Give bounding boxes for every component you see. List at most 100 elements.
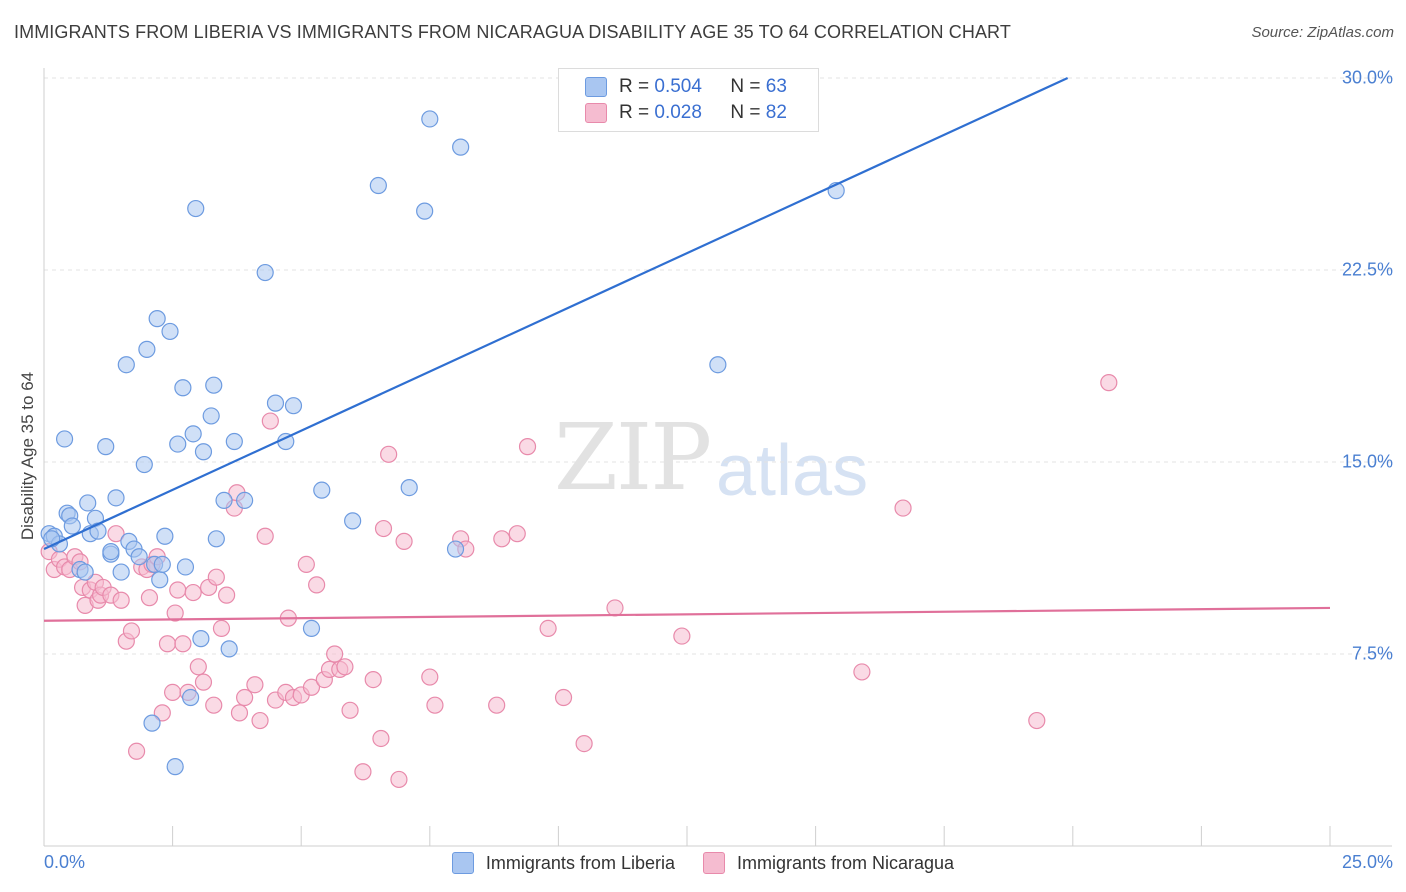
nicaragua-point-45 xyxy=(251,711,269,730)
nicaragua-point-43 xyxy=(236,688,254,707)
y-tick-label-2: 22.5% xyxy=(1341,259,1393,280)
nicaragua-point-30 xyxy=(174,635,192,653)
nicaragua-point-74 xyxy=(493,530,511,548)
y-tick-label-3: 30.0% xyxy=(1341,67,1393,88)
nicaragua-point-25 xyxy=(153,704,171,722)
r-label: R = xyxy=(619,76,650,97)
liberia-trend-line xyxy=(43,77,1069,551)
liberia-point-33 xyxy=(182,688,200,707)
liberia-point-37 xyxy=(194,443,213,461)
nicaragua-point-67 xyxy=(390,770,408,789)
nicaragua-point-79 xyxy=(575,734,593,753)
liberia-point-13 xyxy=(97,438,115,456)
liberia-point-25 xyxy=(148,310,166,328)
liberia-point-17 xyxy=(117,356,135,374)
liberia-point-6 xyxy=(63,517,81,535)
nicaragua-point-34 xyxy=(194,673,213,691)
liberia-point-41 xyxy=(215,491,233,509)
y-axis-label: Disability Age 35 to 64 xyxy=(18,371,37,541)
nicaragua-trend-line xyxy=(43,606,1331,622)
liberia-point-52 xyxy=(369,176,387,195)
liberia-point-9 xyxy=(79,494,97,512)
nicaragua-point-42 xyxy=(230,704,249,722)
liberia-point-35 xyxy=(187,199,205,218)
liberia-point-30 xyxy=(169,435,187,453)
source-credit: Source: ZipAtlas.com xyxy=(1251,24,1394,41)
nicaragua-point-78 xyxy=(554,688,573,707)
liberia-point-23 xyxy=(143,714,161,732)
liberia-point-61 xyxy=(102,542,120,561)
liberia-point-12 xyxy=(89,522,107,540)
legend-item-liberia: Immigrants from Liberia xyxy=(451,852,675,874)
liberia-point-49 xyxy=(302,619,321,638)
liberia-point-20 xyxy=(130,548,148,566)
liberia-point-31 xyxy=(174,379,192,397)
liberia-point-36 xyxy=(192,630,210,648)
nicaragua-point-84 xyxy=(1028,711,1046,730)
nicaragua-point-85 xyxy=(1100,374,1118,392)
nicaragua-point-55 xyxy=(308,576,326,594)
nicaragua-point-47 xyxy=(261,412,279,430)
nicaragua-point-19 xyxy=(127,742,146,760)
liberia-point-53 xyxy=(400,479,418,497)
nicaragua-point-37 xyxy=(207,568,225,586)
nicaragua-point-76 xyxy=(518,438,537,456)
liberia-point-15 xyxy=(107,489,125,507)
nicaragua-point-32 xyxy=(184,583,202,602)
nicaragua-point-82 xyxy=(853,663,871,681)
liberia-point-50 xyxy=(313,481,331,499)
nicaragua-point-22 xyxy=(140,589,159,607)
chart-title: IMMIGRANTS FROM LIBERIA VS IMMIGRANTS FR… xyxy=(14,22,1011,42)
nicaragua-point-39 xyxy=(218,586,236,604)
liberia-point-40 xyxy=(207,530,225,548)
watermark-zip: ZIP xyxy=(554,404,712,511)
nicaragua-point-53 xyxy=(297,555,315,574)
nicaragua-point-26 xyxy=(158,635,177,653)
liberia-point-3 xyxy=(55,430,74,448)
nicaragua-point-28 xyxy=(166,604,184,622)
liberia-point-43 xyxy=(225,432,243,451)
liberia-point-29 xyxy=(166,758,184,776)
liberia-point-54 xyxy=(416,202,434,220)
nicaragua-point-38 xyxy=(212,619,231,638)
nicaragua-point-60 xyxy=(336,658,354,676)
nicaragua-points xyxy=(40,374,1118,789)
nicaragua-point-81 xyxy=(673,627,691,645)
liberia-point-28 xyxy=(161,322,179,341)
liberia-point-27 xyxy=(156,527,174,545)
x-tick-max: 25.0% xyxy=(1341,852,1393,872)
y-tick-label-0: 7.5% xyxy=(1351,643,1393,664)
liberia-point-48 xyxy=(284,397,303,415)
liberia-point-34 xyxy=(184,425,202,443)
n-label: N = xyxy=(730,76,761,97)
nicaragua-point-29 xyxy=(169,581,187,599)
nicaragua-point-27 xyxy=(164,683,182,702)
nicaragua-point-63 xyxy=(364,670,382,689)
nicaragua-legend-swatch xyxy=(702,852,725,874)
correlation-legend: R = 0.504 N = 63 R = 0.028 N = 82 xyxy=(558,68,819,132)
legend-row-liberia: R = 0.504 N = 63 xyxy=(585,75,787,99)
liberia-legend-swatch xyxy=(451,852,474,874)
r-label: R = xyxy=(619,102,650,123)
nicaragua-point-75 xyxy=(508,525,526,543)
liberia-point-55 xyxy=(421,110,439,128)
n-label: N = xyxy=(730,102,761,123)
liberia-point-58 xyxy=(709,356,727,374)
liberia-legend-label: Immigrants from Liberia xyxy=(485,852,675,873)
liberia-point-8 xyxy=(76,563,94,581)
liberia-points xyxy=(40,110,845,776)
nicaragua-point-69 xyxy=(421,668,439,686)
liberia-point-22 xyxy=(138,340,156,358)
liberia-point-16 xyxy=(112,563,130,581)
liberia-point-57 xyxy=(452,138,470,156)
liberia-point-44 xyxy=(236,491,254,509)
liberia-point-42 xyxy=(220,640,238,658)
nicaragua-n-value: 82 xyxy=(765,102,787,123)
nicaragua-point-18 xyxy=(122,622,141,640)
nicaragua-point-61 xyxy=(341,701,359,719)
nicaragua-point-64 xyxy=(372,729,390,748)
liberia-n-value: 63 xyxy=(765,76,787,97)
liberia-point-39 xyxy=(205,376,223,394)
liberia-point-62 xyxy=(153,555,171,574)
